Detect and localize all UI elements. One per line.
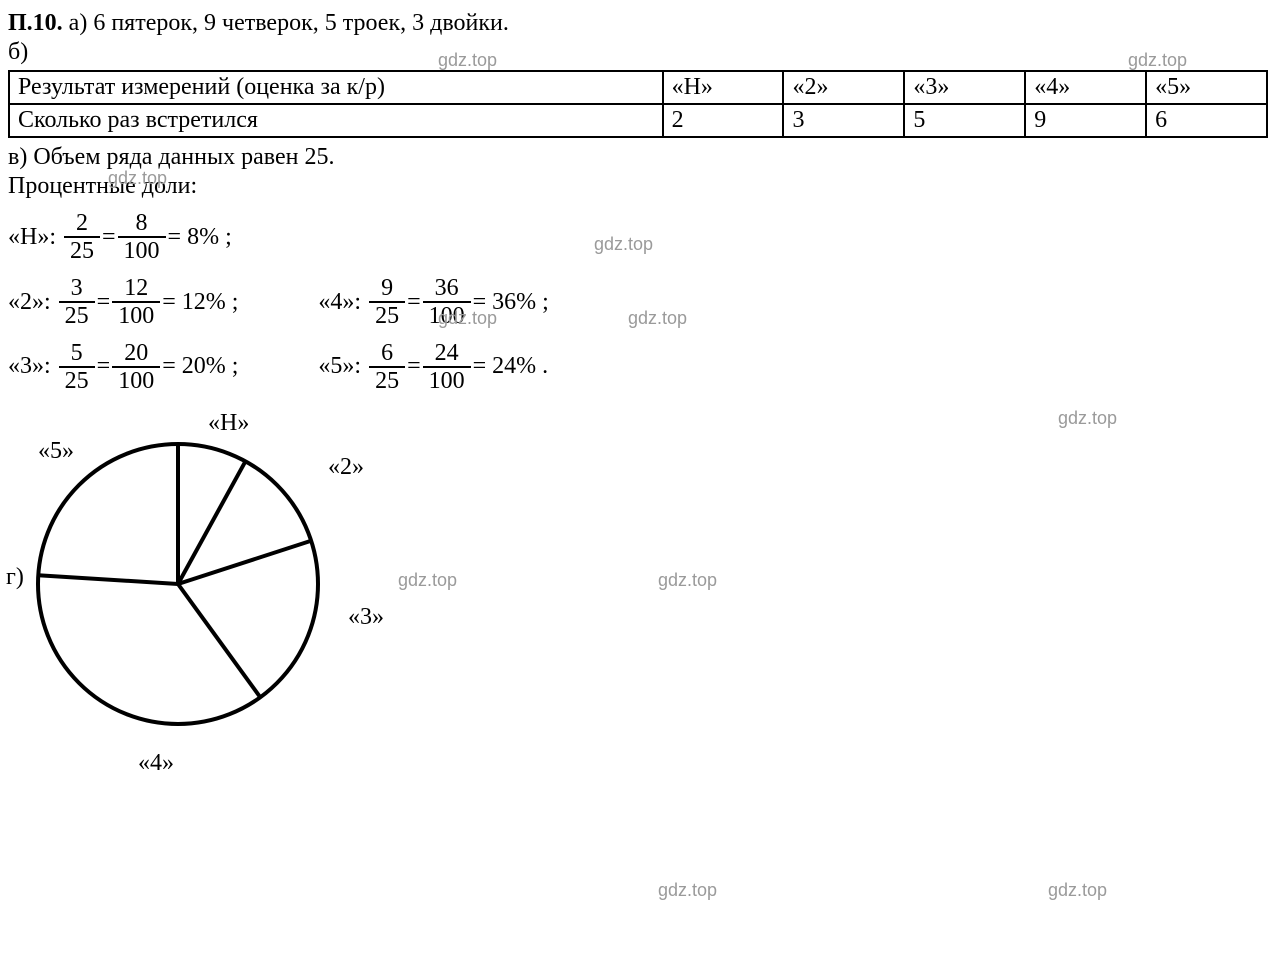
frac-den: 25 — [59, 303, 95, 329]
calc-row-2-4: «2»: 325 = 12100 = 12% ; «4»: 925 = 3610… — [8, 275, 1271, 330]
frac-num: 9 — [369, 275, 405, 303]
part-v-text1: Объем ряда данных равен 25. — [33, 144, 334, 170]
pie-container: г) «Н» «2» «3» «4» «5» — [8, 404, 428, 784]
equals: = — [407, 289, 421, 316]
fraction: 225 — [64, 210, 100, 265]
fraction: 12100 — [112, 275, 160, 330]
pie-label-3: «3» — [348, 604, 384, 631]
calc-2-label: «2»: — [8, 289, 51, 316]
line-part-a: П.10. а) 6 пятерок, 9 четверок, 5 троек,… — [8, 10, 1271, 37]
frac-num: 12 — [112, 275, 160, 303]
frac-num: 5 — [59, 340, 95, 368]
frac-den: 25 — [369, 368, 405, 394]
part-v-label: в) — [8, 144, 27, 170]
part-a-text: 6 пятерок, 9 четверок, 5 троек, 3 двойки… — [93, 10, 509, 36]
pie-label-n: «Н» — [208, 410, 249, 437]
table-row: Результат измерений (оценка за к/р) «Н» … — [9, 71, 1267, 104]
frac-num: 2 — [64, 210, 100, 238]
frac-den: 25 — [59, 368, 95, 394]
table-cell: 6 — [1146, 104, 1267, 137]
frac-num: 3 — [59, 275, 95, 303]
table-cell: 5 — [904, 104, 1025, 137]
line-part-v: в) Объем ряда данных равен 25. — [8, 144, 1271, 171]
fraction: 20100 — [112, 340, 160, 395]
part-g-label: г) — [6, 564, 24, 591]
pie-label-4: «4» — [138, 750, 174, 777]
calc-4-pct: = 36% ; — [473, 289, 549, 316]
row2-label: Сколько раз встретился — [9, 104, 663, 137]
fraction: 8100 — [118, 210, 166, 265]
calc-3-pct: = 20% ; — [162, 353, 238, 380]
calc-row-3-5: «3»: 525 = 20100 = 20% ; «5»: 625 = 2410… — [8, 340, 1271, 395]
table-header: «5» — [1146, 71, 1267, 104]
table-header: «4» — [1025, 71, 1146, 104]
equals: = — [407, 353, 421, 380]
frac-den: 100 — [423, 303, 471, 329]
frac-den: 100 — [118, 238, 166, 264]
calc-n-pct: = 8% ; — [168, 224, 232, 251]
frac-den: 100 — [112, 368, 160, 394]
fraction: 925 — [369, 275, 405, 330]
frac-den: 25 — [369, 303, 405, 329]
table-header: «3» — [904, 71, 1025, 104]
frac-num: 8 — [118, 210, 166, 238]
row1-label: Результат измерений (оценка за к/р) — [9, 71, 663, 104]
pie-label-5: «5» — [38, 438, 74, 465]
frac-den: 100 — [112, 303, 160, 329]
part-a-label: а) — [69, 10, 88, 36]
grades-table: Результат измерений (оценка за к/р) «Н» … — [8, 70, 1268, 138]
frac-num: 24 — [423, 340, 471, 368]
fraction: 625 — [369, 340, 405, 395]
frac-num: 6 — [369, 340, 405, 368]
frac-den: 100 — [423, 368, 471, 394]
watermark: gdz.top — [1048, 880, 1107, 901]
calc-2-pct: = 12% ; — [162, 289, 238, 316]
table-cell: 2 — [663, 104, 784, 137]
calc-5-label: «5»: — [318, 353, 361, 380]
table-header: «2» — [783, 71, 904, 104]
fraction: 36100 — [423, 275, 471, 330]
pie-label-2: «2» — [328, 454, 364, 481]
table-header: «Н» — [663, 71, 784, 104]
equals: = — [102, 224, 116, 251]
calc-n-label: «Н»: — [8, 224, 56, 251]
frac-num: 36 — [423, 275, 471, 303]
watermark: gdz.top — [1058, 408, 1117, 429]
fraction: 325 — [59, 275, 95, 330]
equals: = — [97, 289, 111, 316]
part-v-text2: Процентные доли: — [8, 173, 1271, 200]
fraction: 525 — [59, 340, 95, 395]
frac-num: 20 — [112, 340, 160, 368]
table-cell: 3 — [783, 104, 904, 137]
fraction: 24100 — [423, 340, 471, 395]
calc-row-n: «Н»: 225 = 8100 = 8% ; — [8, 210, 1271, 265]
calc-4-label: «4»: — [318, 289, 361, 316]
table-row: Сколько раз встретился 2 3 5 9 6 — [9, 104, 1267, 137]
watermark: gdz.top — [658, 570, 717, 591]
equals: = — [97, 353, 111, 380]
problem-number: П.10. — [8, 10, 63, 36]
frac-den: 25 — [64, 238, 100, 264]
calc-3-label: «3»: — [8, 353, 51, 380]
table-cell: 9 — [1025, 104, 1146, 137]
watermark: gdz.top — [658, 880, 717, 901]
calc-5-pct: = 24% . — [473, 353, 549, 380]
part-b-label: б) — [8, 39, 1271, 66]
